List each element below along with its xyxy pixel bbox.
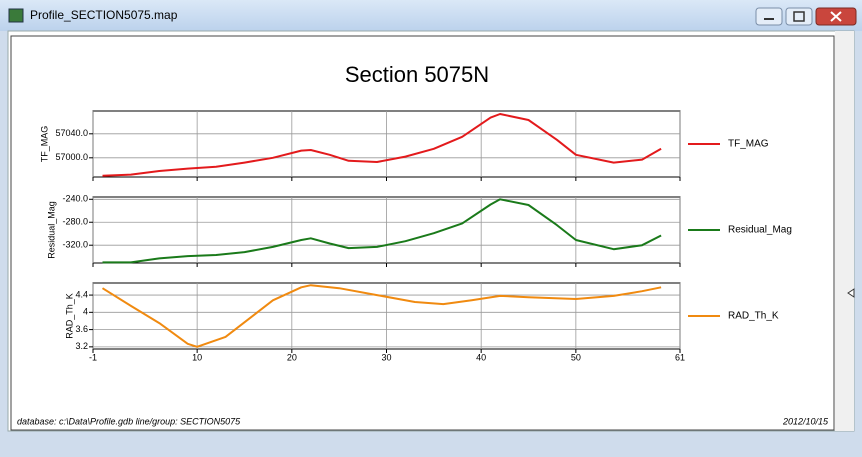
- map-border: [10, 35, 835, 431]
- y-axis-label: RAD_Th_K: [64, 293, 74, 339]
- restore-icon: [793, 11, 805, 22]
- legend-label: Residual_Mag: [728, 225, 792, 236]
- cursor: [847, 288, 855, 298]
- scroll-area: [835, 31, 854, 431]
- x-tick-label: 20: [287, 352, 297, 362]
- x-tick-label: -1: [89, 352, 97, 362]
- data-line: [101, 284, 662, 348]
- data-line: [102, 113, 662, 177]
- restore-button[interactable]: [785, 7, 813, 26]
- y-tick-label: -240.0: [62, 194, 88, 204]
- figure-title: Section 5075N: [345, 62, 489, 87]
- y-tick-label: 4: [83, 307, 88, 317]
- title-bar: [0, 0, 862, 31]
- x-tick-label: 61: [675, 352, 685, 362]
- data-line: [102, 198, 662, 264]
- y-tick-label: 3.6: [75, 324, 88, 334]
- y-tick-label: 57040.0: [55, 128, 88, 138]
- x-tick-label: 50: [571, 352, 581, 362]
- y-tick-label: 3.2: [75, 341, 88, 351]
- window-title: Profile_SECTION5075.map: [30, 8, 178, 22]
- legend-label: TF_MAG: [728, 139, 769, 150]
- y-tick-label: -280.0: [62, 217, 88, 227]
- window-icon: [8, 8, 24, 23]
- x-tick-label: 10: [192, 352, 202, 362]
- y-tick-label: 4.4: [75, 289, 88, 299]
- y-tick-label: -320.0: [62, 240, 88, 250]
- legend-label: RAD_Th_K: [728, 311, 779, 322]
- close-icon: [830, 11, 842, 22]
- minimize-button[interactable]: [755, 7, 783, 26]
- x-tick-label: 40: [476, 352, 486, 362]
- footer-right: 2012/10/15: [782, 416, 829, 426]
- y-axis-label: Residual_Mag: [46, 201, 56, 259]
- footer-left: database: c:\Data\Profile.gdb line/group…: [17, 416, 241, 426]
- y-axis-label: TF_MAG: [39, 126, 49, 163]
- x-tick-label: 30: [381, 352, 391, 362]
- y-tick-label: 57000.0: [55, 152, 88, 162]
